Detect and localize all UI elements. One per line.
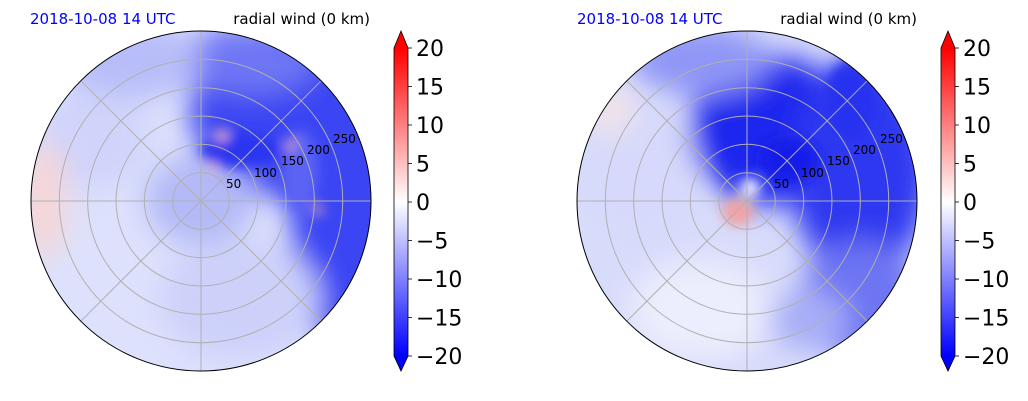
- panel-1-colorbar-tick-label: 5: [416, 153, 430, 178]
- panel-2-title-right: radial wind (0 km): [780, 10, 917, 28]
- panel-2-polar-outline: [576, 30, 918, 372]
- panel-1-colorbar-tick-label: −20: [416, 345, 462, 370]
- panel-1-radial-labels: 50 100 150 200 250: [226, 132, 356, 191]
- panel-1-colorbar-tick-label: 20: [416, 37, 444, 62]
- panel-2-title-left: 2018-10-08 14 UTC: [577, 10, 723, 28]
- panel-1: 2018-10-08 14 UTC radial wind (0 km): [30, 10, 462, 372]
- panel-1-colorbar-tick-label: 15: [416, 76, 444, 101]
- panel-2-colorbar-max-arrow: [941, 31, 955, 48]
- panel-1-grid: [31, 31, 371, 371]
- panel-1-colorbar: 20 15 10 5 0 −5 −10 −15 −20: [393, 29, 462, 372]
- panel-2-colorbar-tick-label: −10: [963, 268, 1009, 293]
- panel-1-title-left: 2018-10-08 14 UTC: [30, 10, 176, 28]
- panel-2-rlabel-0: 50: [774, 177, 789, 191]
- panel-2-colorbar-tick-label: −5: [963, 230, 995, 255]
- panel-2-colorbar: 20 15 10 5 0 −5 −10 −15 −20: [940, 29, 1009, 372]
- panel-1-colorbar-tick-label: 0: [416, 191, 430, 216]
- panel-1-polar-outline: [30, 30, 372, 372]
- panel-2-polar-field: [577, 31, 917, 371]
- panel-2-colorbar-tick-label: 15: [963, 76, 991, 101]
- panel-2-colorbar-tick-label: 20: [963, 37, 991, 62]
- panel-2-rlabel-2: 150: [827, 154, 850, 168]
- panel-1-colorbar-tick-label: 10: [416, 114, 444, 139]
- panel-1-polar-field: [31, 31, 371, 371]
- panel-2-rlabel-1: 100: [801, 166, 824, 180]
- panel-1-colorbar-gradient: [394, 48, 408, 356]
- panel-1-rlabel-1: 100: [254, 166, 277, 180]
- panel-1-colorbar-tick-label: −15: [416, 307, 462, 332]
- panel-1-rlabel-2: 150: [281, 154, 304, 168]
- panel-1-colorbar-min-arrow: [394, 356, 408, 371]
- panel-2-rlabel-4: 250: [880, 132, 903, 146]
- panel-2-colorbar-tick-label: 0: [963, 191, 977, 216]
- panel-1-rlabel-3: 200: [307, 143, 330, 157]
- panel-1-title-right: radial wind (0 km): [233, 10, 370, 28]
- panel-2-colorbar-tick-label: −15: [963, 307, 1009, 332]
- panel-2-rlabel-3: 200: [853, 143, 876, 157]
- panel-1-colorbar-tick-label: −10: [416, 268, 462, 293]
- panel-2-colorbar-min-arrow: [941, 356, 955, 371]
- panel-2-colorbar-gradient: [941, 48, 955, 356]
- panel-1-rlabel-0: 50: [226, 177, 241, 191]
- panel-2: 2018-10-08 14 UTC radial wind (0 km): [576, 10, 1009, 372]
- panel-2-radial-labels: 50 100 150 200 250: [774, 132, 903, 191]
- panel-2-colorbar-tick-label: 5: [963, 153, 977, 178]
- panel-1-colorbar-max-arrow: [394, 31, 408, 48]
- panel-1-rlabel-4: 250: [333, 132, 356, 146]
- panel-1-colorbar-tick-label: −5: [416, 230, 448, 255]
- panel-2-colorbar-tick-label: −20: [963, 345, 1009, 370]
- panel-2-colorbar-tick-label: 10: [963, 114, 991, 139]
- panel-2-grid: [577, 31, 917, 371]
